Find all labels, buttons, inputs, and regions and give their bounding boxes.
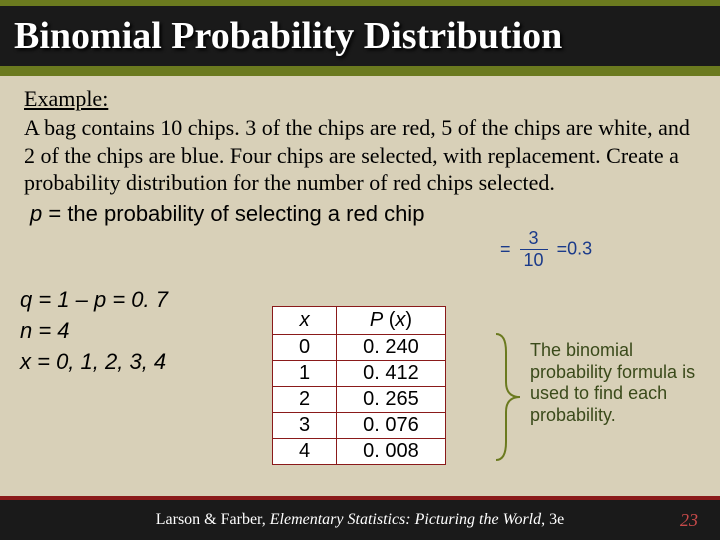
table-row: 30. 076 (273, 413, 446, 439)
table-row: 20. 265 (273, 387, 446, 413)
fraction-numerator: 3 (520, 228, 548, 250)
cell-x: 0 (273, 335, 337, 361)
distribution-table: x P (x) 00. 240 10. 412 20. 265 30. 076 … (272, 306, 446, 465)
table-row: 10. 412 (273, 361, 446, 387)
header-p: P (x) (337, 307, 446, 335)
cell-p: 0. 240 (337, 335, 446, 361)
cell-x: 4 (273, 439, 337, 465)
parameters: q = 1 – p = 0. 7 n = 4 x = 0, 1, 2, 3, 4 (20, 285, 168, 377)
p-def-text: = the probability of selecting a red chi… (42, 201, 424, 226)
cell-p: 0. 076 (337, 413, 446, 439)
content-area: Example: A bag contains 10 chips. 3 of t… (0, 76, 720, 227)
table-row: 00. 240 (273, 335, 446, 361)
cell-x: 3 (273, 413, 337, 439)
problem-text: A bag contains 10 chips. 3 of the chips … (24, 114, 696, 197)
slide-title: Binomial Probability Distribution (14, 14, 706, 58)
brace-icon (488, 332, 528, 462)
header-x: x (273, 307, 337, 335)
footer-book: Elementary Statistics: Picturing the Wor… (270, 511, 541, 528)
cell-p: 0. 412 (337, 361, 446, 387)
cell-x: 1 (273, 361, 337, 387)
x-line: x = 0, 1, 2, 3, 4 (20, 349, 166, 374)
fraction-denominator: 10 (520, 250, 548, 271)
fraction-result: 0.3 (567, 238, 592, 258)
cell-p: 0. 008 (337, 439, 446, 465)
callout-text: The binomial probability formula is used… (530, 340, 700, 426)
example-label: Example: (24, 86, 696, 112)
footer-authors: Larson & Farber, (156, 511, 270, 528)
table-header-row: x P (x) (273, 307, 446, 335)
footer-edition: , 3e (541, 511, 564, 528)
n-line: n = 4 (20, 318, 70, 343)
cell-p: 0. 265 (337, 387, 446, 413)
p-var: p (30, 201, 42, 226)
page-number: 23 (680, 510, 698, 531)
cell-x: 2 (273, 387, 337, 413)
distribution-table-wrap: x P (x) 00. 240 10. 412 20. 265 30. 076 … (272, 306, 446, 465)
title-bar: Binomial Probability Distribution (0, 0, 720, 76)
fraction-expression: = 3 10 = 0.3 (500, 228, 592, 271)
p-definition: p = the probability of selecting a red c… (30, 201, 696, 227)
footer-citation: Larson & Farber, Elementary Statistics: … (156, 511, 564, 529)
footer-bar: Larson & Farber, Elementary Statistics: … (0, 496, 720, 540)
q-line: q = 1 – p = 0. 7 (20, 287, 168, 312)
table-row: 40. 008 (273, 439, 446, 465)
